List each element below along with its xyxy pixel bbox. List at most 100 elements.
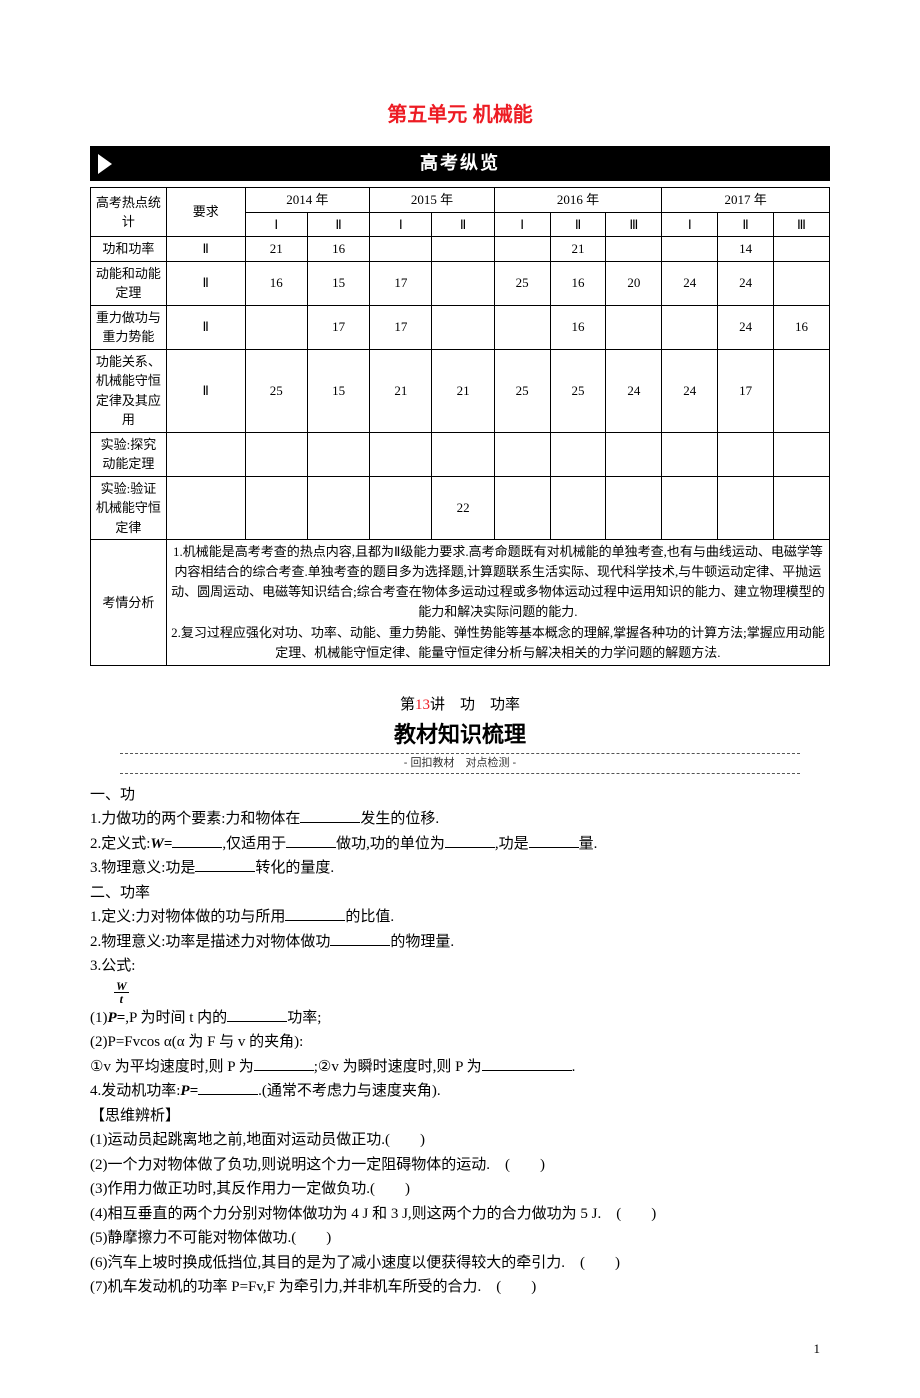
line-1-2: 2.定义式:W=,仅适用于做功,功的单位为,功是量. — [90, 833, 830, 856]
cell: 20 — [606, 261, 662, 305]
cell: 17 — [718, 349, 774, 432]
blank-field — [285, 906, 345, 921]
section-1-heading: 一、功 — [90, 784, 830, 807]
cell — [774, 349, 830, 432]
table-row: 实验:验证机械能守恒定律22 — [91, 476, 830, 540]
cell-name: 功和功率 — [91, 237, 167, 262]
lecture-number: 13 — [415, 697, 430, 713]
cell — [662, 476, 718, 540]
lecture-prefix: 第 — [400, 697, 415, 713]
blank-field — [254, 1056, 314, 1071]
think-item: (4)相互垂直的两个力分别对物体做功为 4 J 和 3 J,则这两个力的合力做功… — [90, 1203, 830, 1226]
text-fragment: 1.定义:力对物体做的功与所用 — [90, 909, 285, 925]
cell-req: Ⅱ — [166, 349, 245, 432]
fraction-icon: Wt — [114, 980, 129, 1005]
line-2-2: 2.物理意义:功率是描述力对物体做功 的物理量. — [90, 931, 830, 954]
text-fragment: (1) — [90, 1010, 108, 1026]
blank-field — [198, 1080, 258, 1095]
cell: 16 — [307, 237, 369, 262]
sub-col: Ⅲ — [774, 212, 830, 237]
blank-field — [330, 931, 390, 946]
text-fragment: 量. — [579, 836, 598, 852]
text-fragment: 2.定义式: — [90, 836, 150, 852]
cell — [718, 476, 774, 540]
cell — [550, 476, 606, 540]
knowledge-banner: 教材知识梳理 — [90, 718, 830, 751]
cell: 16 — [550, 261, 606, 305]
blank-field — [227, 1007, 287, 1022]
unit-title: 第五单元 机械能 — [90, 100, 830, 130]
text-fragment: 做功,功的单位为 — [336, 836, 445, 852]
cell: 15 — [307, 349, 369, 432]
cell-req: Ⅱ — [166, 261, 245, 305]
cell — [550, 432, 606, 476]
cell — [432, 305, 494, 349]
cell — [718, 432, 774, 476]
cell-name: 实验:验证机械能守恒定律 — [91, 476, 167, 540]
text-fragment: 1.力做功的两个要素:力和物体在 — [90, 811, 300, 827]
cell-name: 功能关系、机械能守恒定律及其应用 — [91, 349, 167, 432]
text-fragment: ,功是 — [495, 836, 529, 852]
cell — [432, 261, 494, 305]
cell — [432, 237, 494, 262]
line-1-1: 1.力做功的两个要素:力和物体在发生的位移. — [90, 808, 830, 831]
formula-P: P= — [108, 1011, 126, 1026]
analysis-label: 考情分析 — [91, 540, 167, 666]
table-row: 实验:探究动能定理 — [91, 432, 830, 476]
sub-col: Ⅱ — [432, 212, 494, 237]
think-item: (5)静摩擦力不可能对物体做功.( ) — [90, 1227, 830, 1250]
cell — [307, 476, 369, 540]
text-fragment: 的比值. — [345, 909, 394, 925]
year-2015: 2015 年 — [370, 188, 495, 213]
col-topic: 高考热点统计 — [91, 188, 167, 237]
text-fragment: ,仅适用于 — [222, 836, 286, 852]
text-fragment: ①v 为平均速度时,则 P 为 — [90, 1059, 254, 1075]
cell — [606, 305, 662, 349]
cell — [494, 237, 550, 262]
cell — [494, 305, 550, 349]
text-fragment: ,P 为时间 t 内的 — [125, 1010, 227, 1026]
cell — [245, 305, 307, 349]
sub-col: Ⅲ — [606, 212, 662, 237]
year-2016: 2016 年 — [494, 188, 662, 213]
line-2-1: 1.定义:力对物体做的功与所用 的比值. — [90, 906, 830, 929]
year-2017: 2017 年 — [662, 188, 830, 213]
line-1-3: 3.物理意义:功是转化的量度. — [90, 857, 830, 880]
table-row: 重力做功与重力势能Ⅱ1717162416 — [91, 305, 830, 349]
sub-col: Ⅰ — [662, 212, 718, 237]
cell-name: 实验:探究动能定理 — [91, 432, 167, 476]
think-item: (7)机车发动机的功率 P=Fv,F 为牵引力,并非机车所受的合力. ( ) — [90, 1276, 830, 1299]
cell: 21 — [245, 237, 307, 262]
table-row: 动能和动能定理Ⅱ1615172516202424 — [91, 261, 830, 305]
cell: 17 — [370, 305, 432, 349]
think-item: (1)运动员起跳离地之前,地面对运动员做正功.( ) — [90, 1129, 830, 1152]
analysis-row: 考情分析 1.机械能是高考考查的热点内容,且都为Ⅱ级能力要求.高考命题既有对机械… — [91, 540, 830, 666]
cell — [774, 432, 830, 476]
blank-field — [300, 808, 360, 823]
sub-col: Ⅰ — [494, 212, 550, 237]
cell — [432, 432, 494, 476]
text-fragment: 的物理量. — [390, 934, 454, 950]
sub-col: Ⅰ — [370, 212, 432, 237]
cell-req — [166, 432, 245, 476]
cell: 17 — [307, 305, 369, 349]
cell-req — [166, 476, 245, 540]
text-fragment: . — [572, 1059, 576, 1075]
text-fragment: 功率; — [287, 1010, 321, 1026]
cell — [307, 432, 369, 476]
cell — [606, 476, 662, 540]
page-number: 1 — [90, 1339, 830, 1359]
think-item: (2)一个力对物体做了负功,则说明这个力一定阻碍物体的运动. ( ) — [90, 1154, 830, 1177]
text-fragment: 3.物理意义:功是 — [90, 860, 195, 876]
cell: 24 — [606, 349, 662, 432]
formula-line: Wt — [90, 980, 830, 1005]
cell: 25 — [494, 349, 550, 432]
text-fragment: 2.物理意义:功率是描述力对物体做功 — [90, 934, 330, 950]
sub-col: Ⅱ — [550, 212, 606, 237]
lecture-suffix: 功 功率 — [460, 697, 520, 713]
content-body: 一、功 1.力做功的两个要素:力和物体在发生的位移. 2.定义式:W=,仅适用于… — [90, 784, 830, 1299]
cell — [494, 432, 550, 476]
cell: 21 — [432, 349, 494, 432]
cell-name: 重力做功与重力势能 — [91, 305, 167, 349]
line-2-f2: (2)P=Fvcos α(α 为 F 与 v 的夹角): — [90, 1031, 830, 1054]
